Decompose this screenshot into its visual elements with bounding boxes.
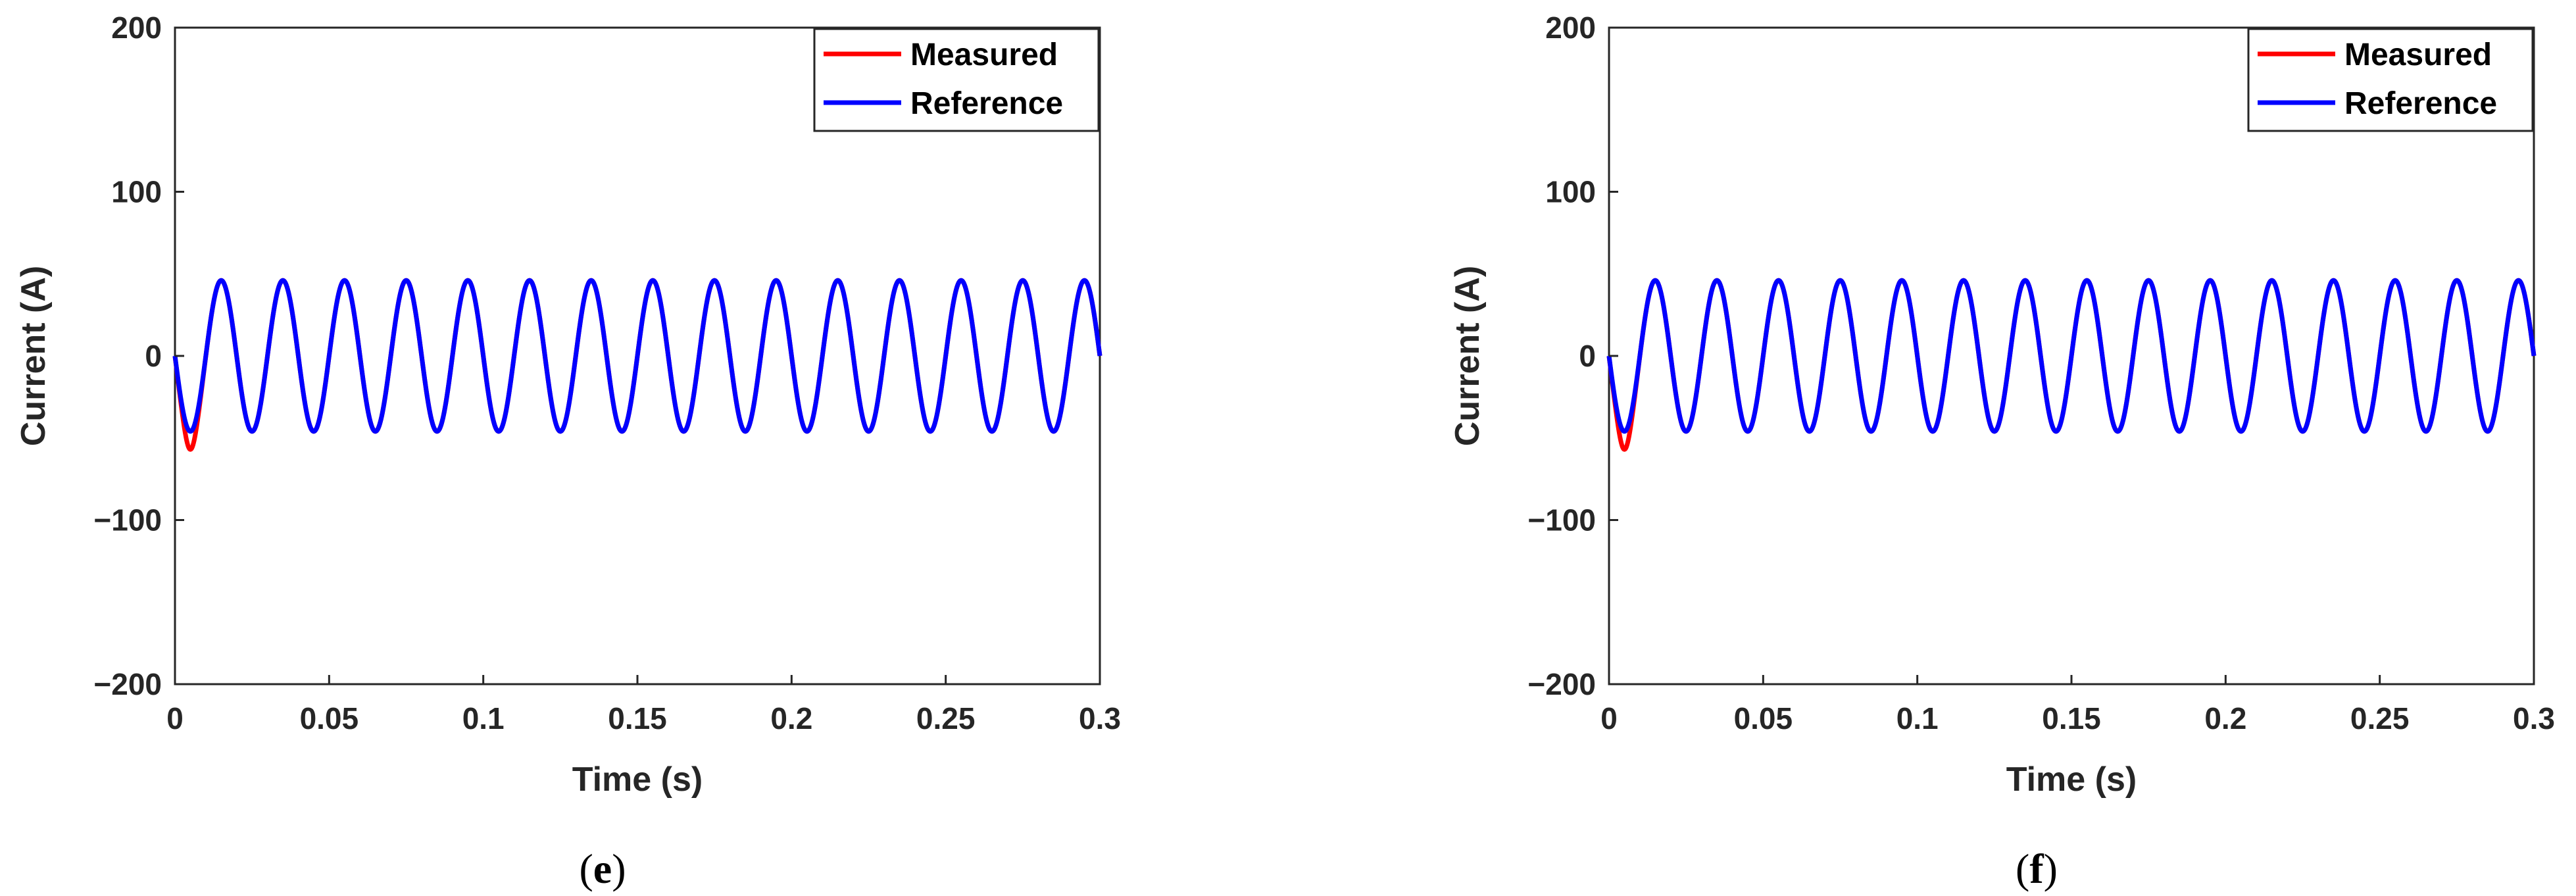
- panel-caption-e: (e): [579, 845, 626, 892]
- x-axis-e: 0 0.05 0.1 0.15 0.2 0.25 0.3: [166, 675, 1121, 735]
- y-tick-label-e-4: −200: [93, 667, 162, 701]
- x-tick-label-f-0: 0: [1600, 701, 1618, 735]
- y-axis-f: 200 100 0 −100 −200: [1527, 11, 1618, 701]
- legend-label-reference-e: Reference: [910, 86, 1063, 121]
- y-tick-label-f-2: 0: [1579, 339, 1596, 373]
- x-tick-label-f-5: 0.25: [2350, 701, 2410, 735]
- legend-label-measured-e: Measured: [910, 37, 1058, 72]
- legend-e: Measured Reference: [813, 28, 1100, 132]
- panel-caption-f: (f): [2016, 845, 2058, 892]
- y-tick-label-e-3: −100: [93, 503, 162, 537]
- legend-label-measured-f: Measured: [2344, 37, 2492, 72]
- x-tick-label-e-3: 0.15: [608, 701, 667, 735]
- x-axis-f: 0 0.05 0.1 0.15 0.2 0.25 0.3: [1600, 675, 2555, 735]
- x-tick-label-e-0: 0: [166, 701, 184, 735]
- y-axis-label-e: Current (A): [14, 266, 53, 446]
- y-tick-label-f-0: 200: [1545, 11, 1596, 45]
- x-tick-label-f-1: 0.05: [1734, 701, 1793, 735]
- line-reference-f: [1606, 278, 2537, 434]
- series-lines-f: [1606, 278, 2537, 452]
- y-axis-e: 200 100 0 −100 −200: [93, 11, 184, 701]
- x-tick-label-e-2: 0.1: [462, 701, 505, 735]
- y-tick-label-e-2: 0: [145, 339, 162, 373]
- x-axis-label-f: Time (s): [2006, 760, 2137, 799]
- chart-panel-f: 200 100 0 −100 −200 0 0.05 0.1 0.15 0.2 …: [1449, 11, 2555, 892]
- x-tick-label-f-6: 0.3: [2513, 701, 2555, 735]
- series-lines-e: [172, 278, 1102, 452]
- x-tick-label-f-2: 0.1: [1896, 701, 1939, 735]
- y-axis-label-f: Current (A): [1449, 266, 1487, 446]
- chart-panel-e: 200 100 0 −100 −200 0 0.05 0.1 0.15 0.2 …: [14, 11, 1121, 892]
- line-reference-e: [172, 278, 1102, 434]
- y-tick-label-e-1: 100: [111, 175, 162, 209]
- y-tick-label-e-0: 200: [111, 11, 162, 45]
- x-tick-label-f-4: 0.2: [2204, 701, 2246, 735]
- x-axis-label-e: Time (s): [572, 760, 703, 799]
- y-tick-label-f-1: 100: [1545, 175, 1596, 209]
- y-tick-label-f-3: −100: [1527, 503, 1596, 537]
- x-tick-label-e-1: 0.05: [300, 701, 359, 735]
- legend-box-f: [2247, 28, 2534, 132]
- legend-box-e: [813, 28, 1100, 132]
- x-tick-label-e-5: 0.25: [916, 701, 976, 735]
- x-tick-label-e-6: 0.3: [1079, 701, 1121, 735]
- y-tick-label-f-4: −200: [1527, 667, 1596, 701]
- x-tick-label-f-3: 0.15: [2042, 701, 2101, 735]
- x-tick-label-e-4: 0.2: [770, 701, 812, 735]
- legend-label-reference-f: Reference: [2344, 86, 2497, 121]
- legend-f: Measured Reference: [2247, 28, 2534, 132]
